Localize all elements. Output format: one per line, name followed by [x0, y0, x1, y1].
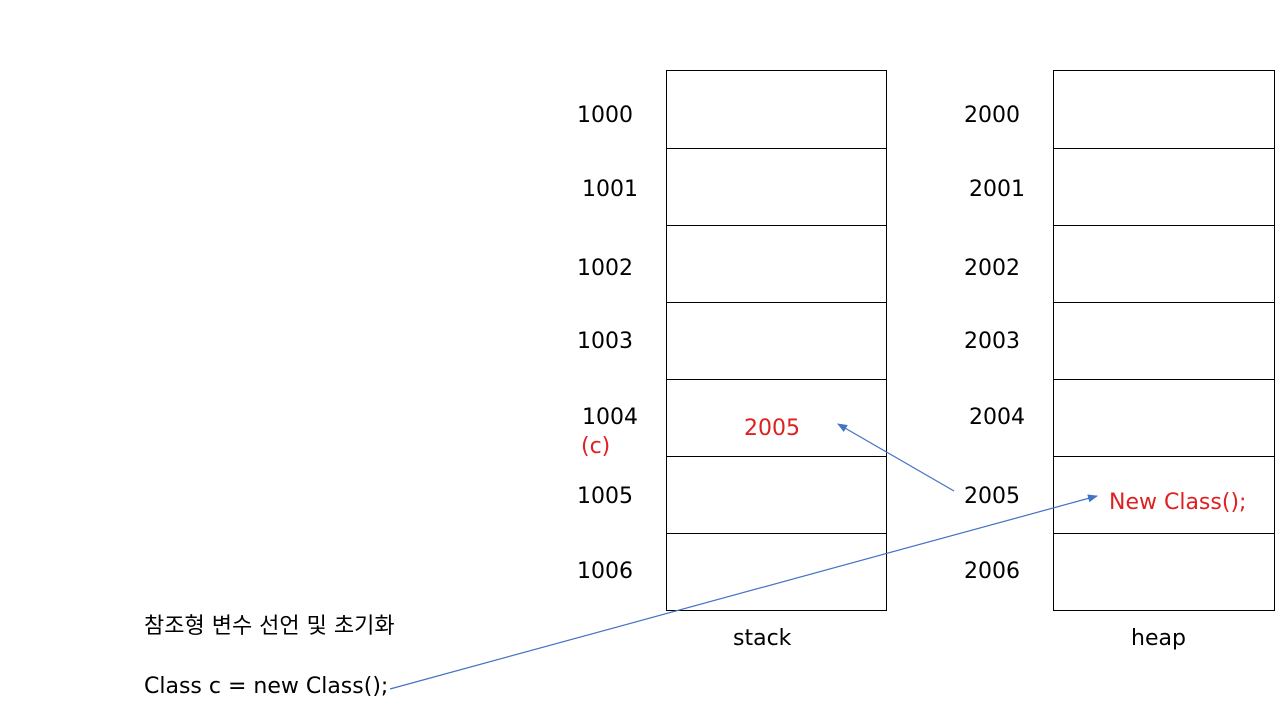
code-statement: Class c = new Class(); — [144, 674, 389, 699]
heap-address-2000: 2000 — [964, 103, 1020, 128]
heap-cell — [1054, 379, 1274, 456]
stack-address-1005: 1005 — [577, 484, 633, 509]
heap-label: heap — [1131, 626, 1186, 651]
stack-address-1001: 1001 — [582, 177, 638, 202]
stack-address-1003: 1003 — [577, 329, 633, 354]
stack-address-1002: 1002 — [577, 256, 633, 281]
stack-address-1000: 1000 — [577, 103, 633, 128]
stack-cell — [667, 379, 886, 456]
heap-cell — [1054, 533, 1274, 611]
heap-stored-object: New Class(); — [1109, 490, 1247, 515]
stack-cell — [667, 533, 886, 611]
heap-address-2001: 2001 — [969, 177, 1025, 202]
heap-cell — [1054, 302, 1274, 379]
stack-cell — [667, 225, 886, 302]
reference-arrow — [837, 423, 955, 492]
stack-label: stack — [733, 626, 792, 651]
heap-cell — [1054, 225, 1274, 302]
heap-address-2002: 2002 — [964, 256, 1020, 281]
stack-stored-value: 2005 — [744, 416, 800, 441]
stack-address-1004: 1004 — [582, 405, 638, 430]
heap-address-2003: 2003 — [964, 329, 1020, 354]
stack-cell — [667, 302, 886, 379]
stack-column — [666, 70, 887, 611]
heap-address-2004: 2004 — [969, 405, 1025, 430]
diagram-title: 참조형 변수 선언 및 초기화 — [144, 614, 395, 639]
stack-address-1006: 1006 — [577, 559, 633, 584]
heap-column — [1053, 70, 1275, 611]
heap-address-2005: 2005 — [964, 484, 1020, 509]
heap-address-2006: 2006 — [964, 559, 1020, 584]
stack-variable-name: (c) — [581, 434, 611, 459]
allocation-arrow — [389, 494, 1098, 690]
stack-cell — [667, 456, 886, 533]
stack-cell — [667, 148, 886, 225]
heap-cell — [1054, 148, 1274, 225]
heap-cell — [1054, 456, 1274, 533]
